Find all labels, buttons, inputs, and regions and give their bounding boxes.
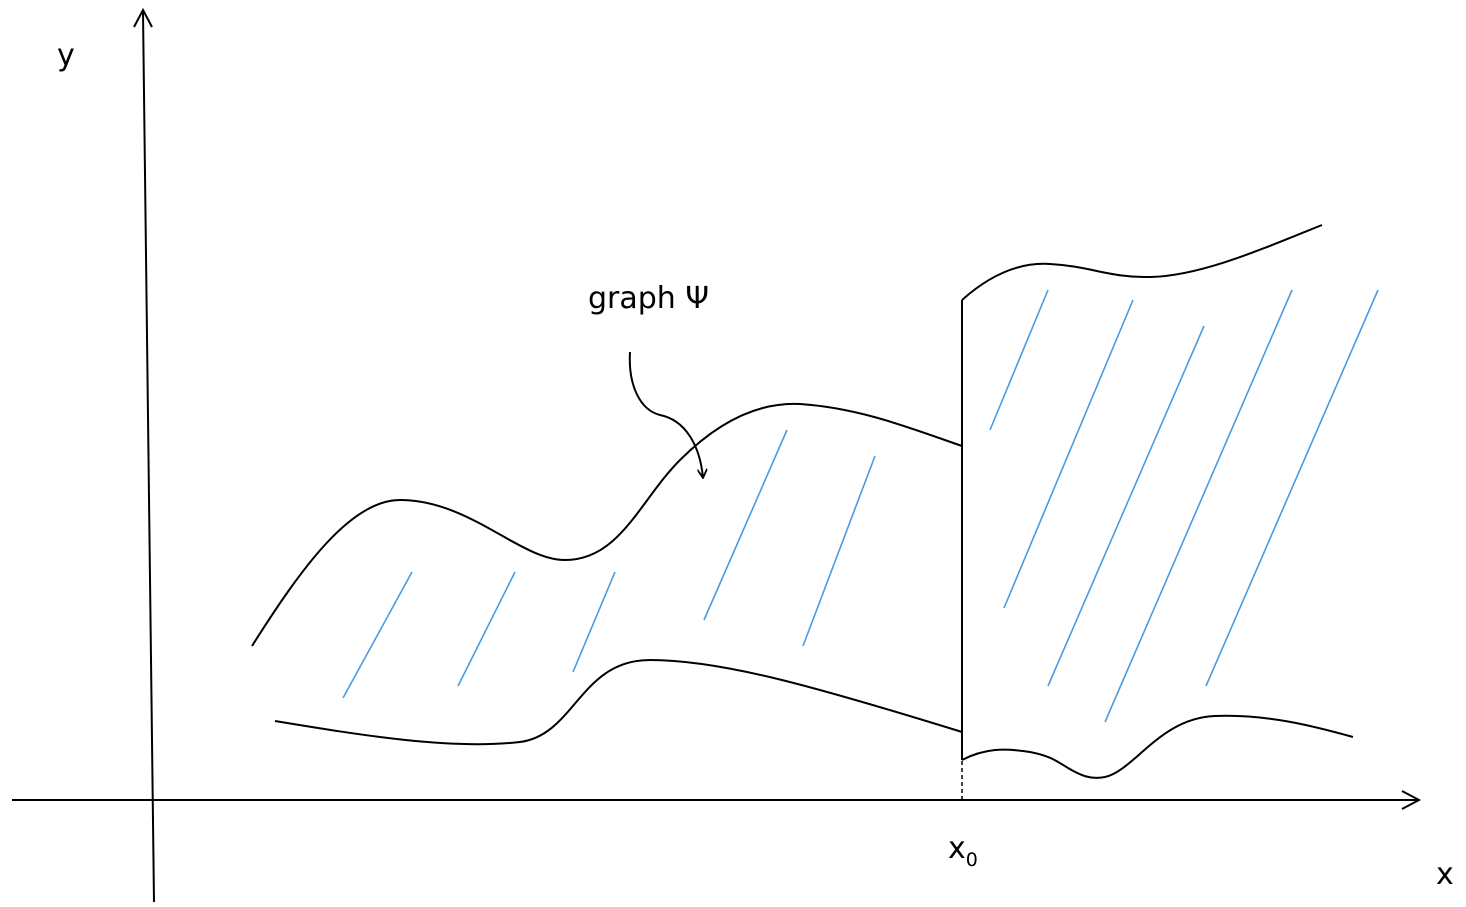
right-upper-curve	[961, 224, 1323, 301]
hatch-line	[1104, 289, 1293, 723]
hatch-line	[1047, 325, 1205, 687]
hatch-line	[342, 571, 413, 699]
axes	[12, 7, 1422, 903]
left-upper-curve	[251, 402, 963, 647]
x0-label-subscript: 0	[966, 849, 978, 871]
graph-psi-label: graph Ψ	[588, 281, 709, 316]
y-axis-label: y	[57, 38, 75, 73]
hatch-line	[703, 429, 788, 621]
hatch-line	[1003, 299, 1134, 609]
y-axis-arrowhead	[133, 7, 153, 28]
hatch-line	[989, 289, 1049, 431]
hatch-line	[457, 571, 516, 687]
x-axis-arrowhead	[1401, 790, 1422, 810]
x0-label: x0	[948, 831, 978, 871]
y-axis-line	[142, 11, 155, 903]
right-region	[961, 224, 1354, 779]
right-lower-curve	[961, 714, 1354, 779]
hatch-line	[802, 455, 876, 647]
hatching	[342, 289, 1379, 723]
left-lower-curve	[274, 658, 963, 746]
hatch-line	[572, 571, 616, 673]
left-region	[251, 402, 963, 746]
hatch-line	[1205, 289, 1379, 687]
x0-label-main: x	[948, 831, 966, 866]
graph-pointer-arrow	[628, 351, 703, 478]
x-axis-label: x	[1436, 857, 1454, 892]
